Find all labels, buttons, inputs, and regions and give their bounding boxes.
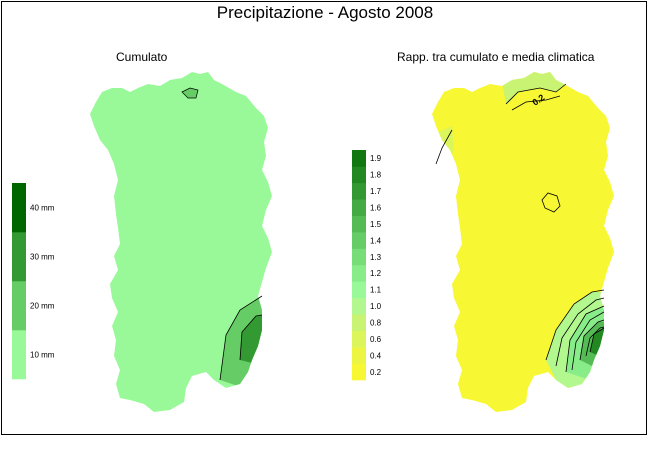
legend-rapporto-swatch: [352, 150, 366, 167]
isoline-10mm: [219, 295, 263, 381]
legend-cumulato-label: 30 mm: [30, 253, 55, 262]
legend-rapporto-label: 1.1: [370, 286, 382, 295]
legend-cumulato-label: 10 mm: [30, 351, 55, 360]
legend-rapporto-label: 0.6: [370, 335, 382, 344]
legend-cumulato-swatch: [12, 330, 26, 380]
contour-zone-north: [182, 88, 198, 98]
legend-rapporto-label: 0.2: [370, 368, 382, 377]
legend-rapporto-label: 1.5: [370, 220, 382, 229]
page-title: Precipitazione - Agosto 2008: [216, 3, 434, 22]
legend-rapporto-swatch: [352, 248, 366, 266]
legend-rapporto-label: 0.8: [370, 319, 382, 328]
legend-rapporto-label: 1.3: [370, 253, 382, 262]
legend-rapporto-swatch: [352, 297, 366, 315]
legend-rapporto-label: 1.8: [370, 171, 382, 180]
legend-rapporto-swatch: [352, 265, 366, 282]
legend-rapporto-label: 1.2: [370, 269, 382, 278]
legend-rapporto-swatch: [352, 182, 366, 200]
map-title-cumulato: Cumulato: [116, 50, 168, 64]
legend-rapporto-swatch: [352, 199, 366, 217]
figure-frame: [1, 1, 647, 435]
legend-cumulato-label: 20 mm: [30, 302, 55, 311]
legend-cumulato: 10 mm 20 mm 30 mm 40 mm: [12, 183, 55, 380]
legend-rapporto-label: 0.4: [370, 351, 382, 360]
legend-cumulato-label: 40 mm: [30, 204, 55, 213]
legend-cumulato-swatch: [12, 232, 26, 282]
legend-rapporto-label: 1.9: [370, 154, 382, 163]
legend-rapporto-label: 1.4: [370, 236, 382, 245]
legend-rapporto-swatch: [352, 166, 366, 184]
isoline-north: [181, 87, 199, 99]
legend-rapporto: 0.2 0.4 0.6 0.8 1.0 1.1 1.2 1.3 1.4 1.5 1.6 1.7 1.8 1…: [352, 150, 382, 381]
legend-rapporto-swatch: [352, 363, 366, 381]
legend-rapporto-label: 1.7: [370, 187, 382, 196]
legend-cumulato-swatch: [12, 183, 26, 233]
legend-cumulato-swatch: [12, 281, 26, 331]
map-rapporto: 0.2: [432, 72, 614, 412]
legend-rapporto-swatch: [352, 347, 366, 364]
legend-rapporto-swatch: [352, 330, 366, 348]
legend-rapporto-swatch: [352, 281, 366, 299]
map-cumulato: [90, 72, 272, 412]
legend-rapporto-label: 1.6: [370, 204, 382, 213]
legend-rapporto-swatch: [352, 314, 366, 332]
isolines-rapporto: [435, 83, 605, 373]
map-title-rapporto: Rapp. tra cumulato e media climatica: [397, 50, 595, 64]
isoline-20mm: [239, 314, 263, 361]
legend-rapporto-swatch: [352, 232, 366, 249]
legend-rapporto-swatch: [352, 215, 366, 233]
legend-rapporto-label: 1.0: [370, 302, 382, 311]
